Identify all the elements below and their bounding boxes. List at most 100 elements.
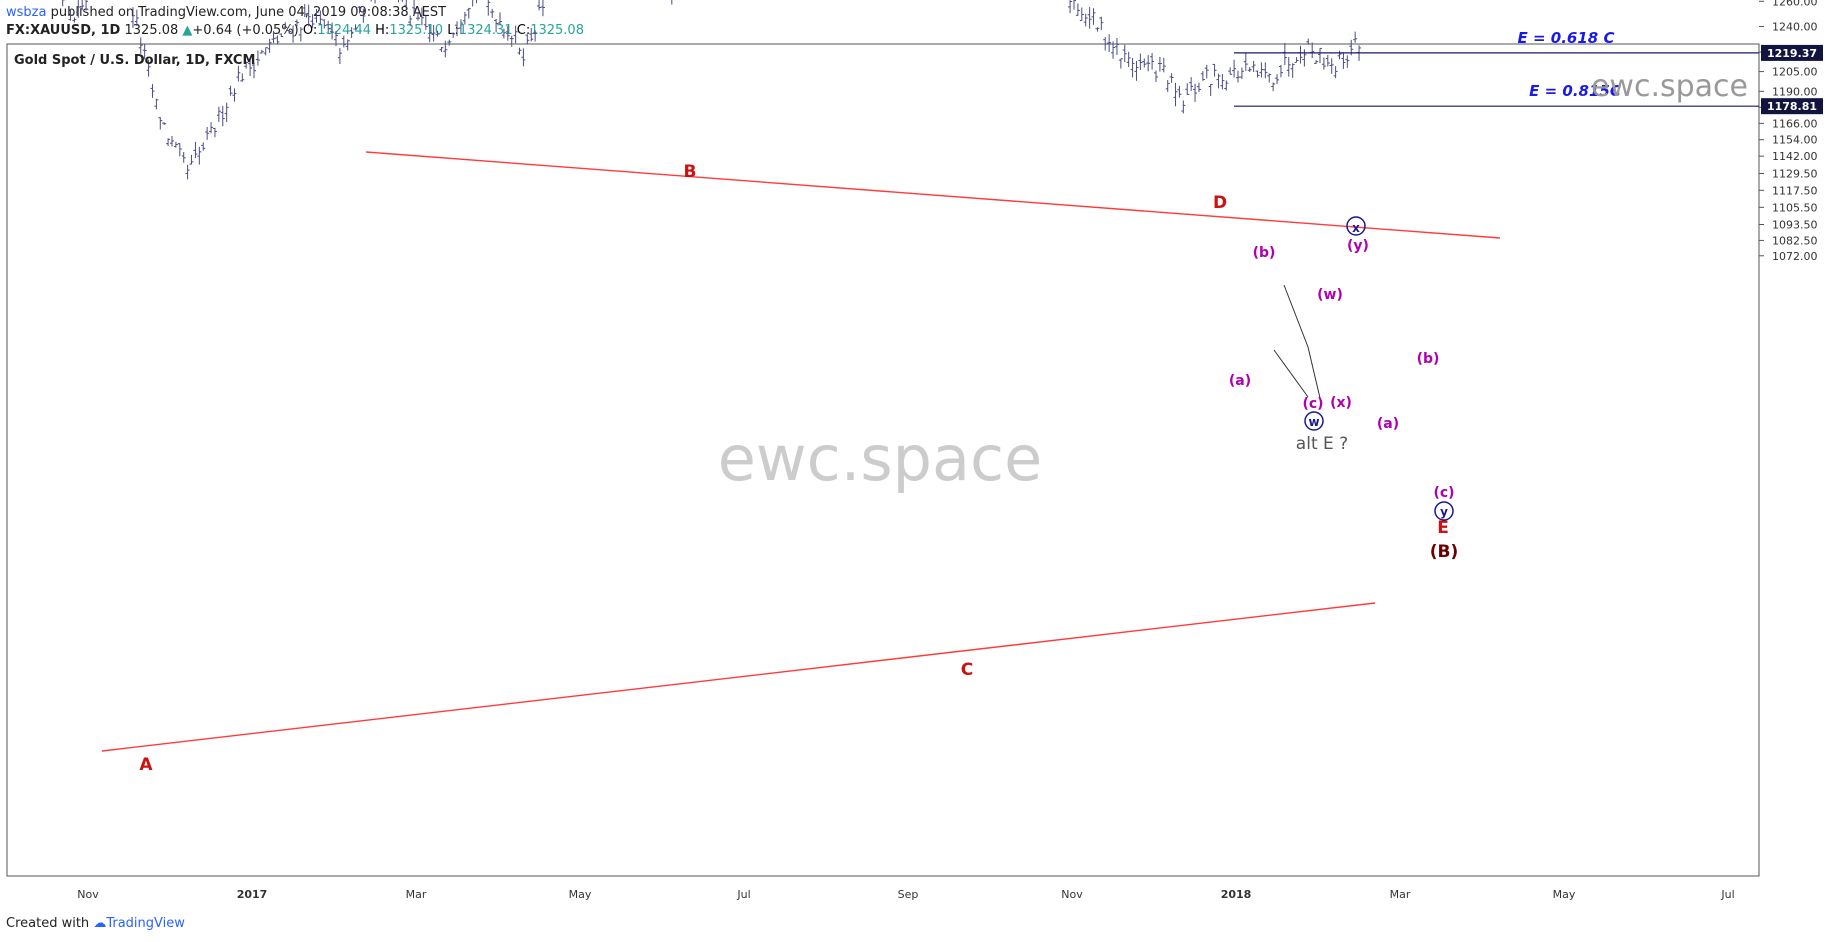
wave-label: C xyxy=(961,660,973,680)
publish-info: published on TradingView.com, June 04, 2… xyxy=(50,5,447,20)
price-level-tag-label: 1219.37 xyxy=(1767,47,1817,60)
ohlc-bar xyxy=(166,138,171,147)
ohlc-bar xyxy=(185,164,190,180)
ohlc-bar xyxy=(287,29,292,34)
ohlc-bar xyxy=(1212,63,1217,77)
ohlc-bar xyxy=(337,48,342,65)
ohlc-bar xyxy=(345,39,350,51)
ohlc-bar xyxy=(1087,7,1092,29)
ohlc-bar xyxy=(1154,70,1158,82)
ohlc-bar xyxy=(370,0,372,2)
ohlc-bar xyxy=(1294,57,1299,63)
ohlc-bar xyxy=(76,0,81,18)
ohlc-bar xyxy=(1302,49,1307,67)
ohlc-bar xyxy=(374,0,376,4)
ohlc-bar xyxy=(458,19,463,35)
ohlc-bar xyxy=(275,35,280,44)
symbol-name: FX:XAUUSD, 1D xyxy=(6,23,121,38)
ohlc-bar xyxy=(1232,59,1237,78)
publisher-link[interactable]: wsbza xyxy=(6,5,47,20)
ohlc-bar xyxy=(62,0,65,7)
ohlc-bar xyxy=(334,31,338,47)
ohlc-bar xyxy=(142,44,147,60)
ohlc-bar xyxy=(1095,27,1100,32)
ohlc-bar xyxy=(68,9,73,21)
close-value: 1325.08 xyxy=(530,23,584,38)
ohlc-bar xyxy=(1267,73,1272,83)
ohlc-bar xyxy=(1314,60,1319,64)
upper-trendline[interactable] xyxy=(365,151,1501,239)
ohlc-bar xyxy=(1165,80,1170,92)
ohlc-bar xyxy=(397,0,399,3)
ohlc-bar xyxy=(357,6,362,14)
lower-trendline[interactable] xyxy=(101,602,1376,752)
ohlc-bar xyxy=(259,49,264,54)
ohlc-bar xyxy=(302,4,307,17)
up-arrow-icon: ▲ xyxy=(182,23,193,38)
ohlc-bar xyxy=(427,24,432,43)
ohlc-bar xyxy=(255,50,260,66)
ohlc-bar xyxy=(1193,83,1198,103)
ohlc-bar xyxy=(486,0,491,16)
price-axis[interactable]: 1420.001400.001380.001360.001340.001320.… xyxy=(1759,0,1823,263)
wave-label: (a) xyxy=(1377,416,1399,432)
wave-label: (c) xyxy=(1433,485,1454,501)
ohlc-bar xyxy=(1228,67,1233,75)
low-label: L: xyxy=(447,23,459,38)
ohlc-bar xyxy=(1306,38,1311,45)
ohlc-bar xyxy=(1318,47,1322,64)
ohlc-bar xyxy=(505,25,510,41)
ohlc-bar xyxy=(205,126,210,140)
ohlc-bar xyxy=(466,7,471,19)
wedge-line-upper xyxy=(1283,284,1321,399)
ohlc-bar xyxy=(1236,70,1240,83)
ohlc-bar xyxy=(244,61,249,69)
ohlc-bar xyxy=(1146,55,1151,72)
ohlc-bar xyxy=(1181,100,1186,114)
ohlc-bar xyxy=(197,146,202,165)
wave-label: y xyxy=(1440,505,1448,519)
ohlc-bar xyxy=(540,0,545,17)
ohlc-bar xyxy=(349,27,354,39)
ohlc-bar xyxy=(1251,60,1256,72)
ohlc-bar xyxy=(1341,52,1346,69)
ohlc-bar xyxy=(330,22,335,40)
wave-labels-layer: A B C D E (B) (a) (b) (c) (w) (x) (y) (a) (b) (c) w x y al… xyxy=(139,162,1458,775)
ohlc-bar xyxy=(170,135,174,147)
tradingview-logo-link[interactable]: ☁TradingView xyxy=(93,916,185,931)
drawings-layer: E = 0.618 C E = 0.815C xyxy=(101,29,1759,752)
ohlc-bar xyxy=(525,34,530,45)
ohlc-bar xyxy=(248,60,253,77)
ohlc-bar xyxy=(1239,67,1244,79)
ohlc-bar xyxy=(1075,3,1080,16)
price-tick-label: 1082.50 xyxy=(1772,234,1818,247)
open-label: O: xyxy=(302,23,318,38)
ohlc-bar xyxy=(306,4,311,27)
ohlc-bar xyxy=(189,154,194,165)
ohlc-bar xyxy=(1079,7,1084,22)
ohlc-bar xyxy=(193,141,198,159)
time-tick-label: Nov xyxy=(77,888,99,901)
ohlc-bar xyxy=(1173,82,1178,107)
ohlc-bar xyxy=(1157,56,1162,72)
ohlc-bar xyxy=(173,141,178,148)
ohlc-bar xyxy=(1333,66,1338,79)
ohlc-bar xyxy=(1073,0,1076,10)
time-axis[interactable]: Nov2017MarMayJulSepNov2018MarMayJulSepNo… xyxy=(77,888,1828,901)
ohlc-bar xyxy=(1345,55,1350,68)
ohlc-bar xyxy=(408,15,413,27)
ohlc-bar xyxy=(252,62,256,79)
ohlc-bar xyxy=(1216,73,1221,89)
ohlc-bar xyxy=(1091,8,1096,25)
ohlc-bar xyxy=(1138,53,1143,70)
ohlc-bar xyxy=(310,14,315,28)
wave-label: (c) xyxy=(1302,396,1323,412)
ohlc-bar xyxy=(1271,82,1276,92)
ohlc-bar xyxy=(416,11,420,21)
fib-ratio-note: E = 0.618 C xyxy=(1518,29,1615,47)
ohlc-bar xyxy=(537,0,542,11)
ohlc-bar xyxy=(1275,74,1280,85)
price-tick-label: 1093.50 xyxy=(1772,219,1818,232)
price-tick-label: 1154.00 xyxy=(1772,134,1818,147)
